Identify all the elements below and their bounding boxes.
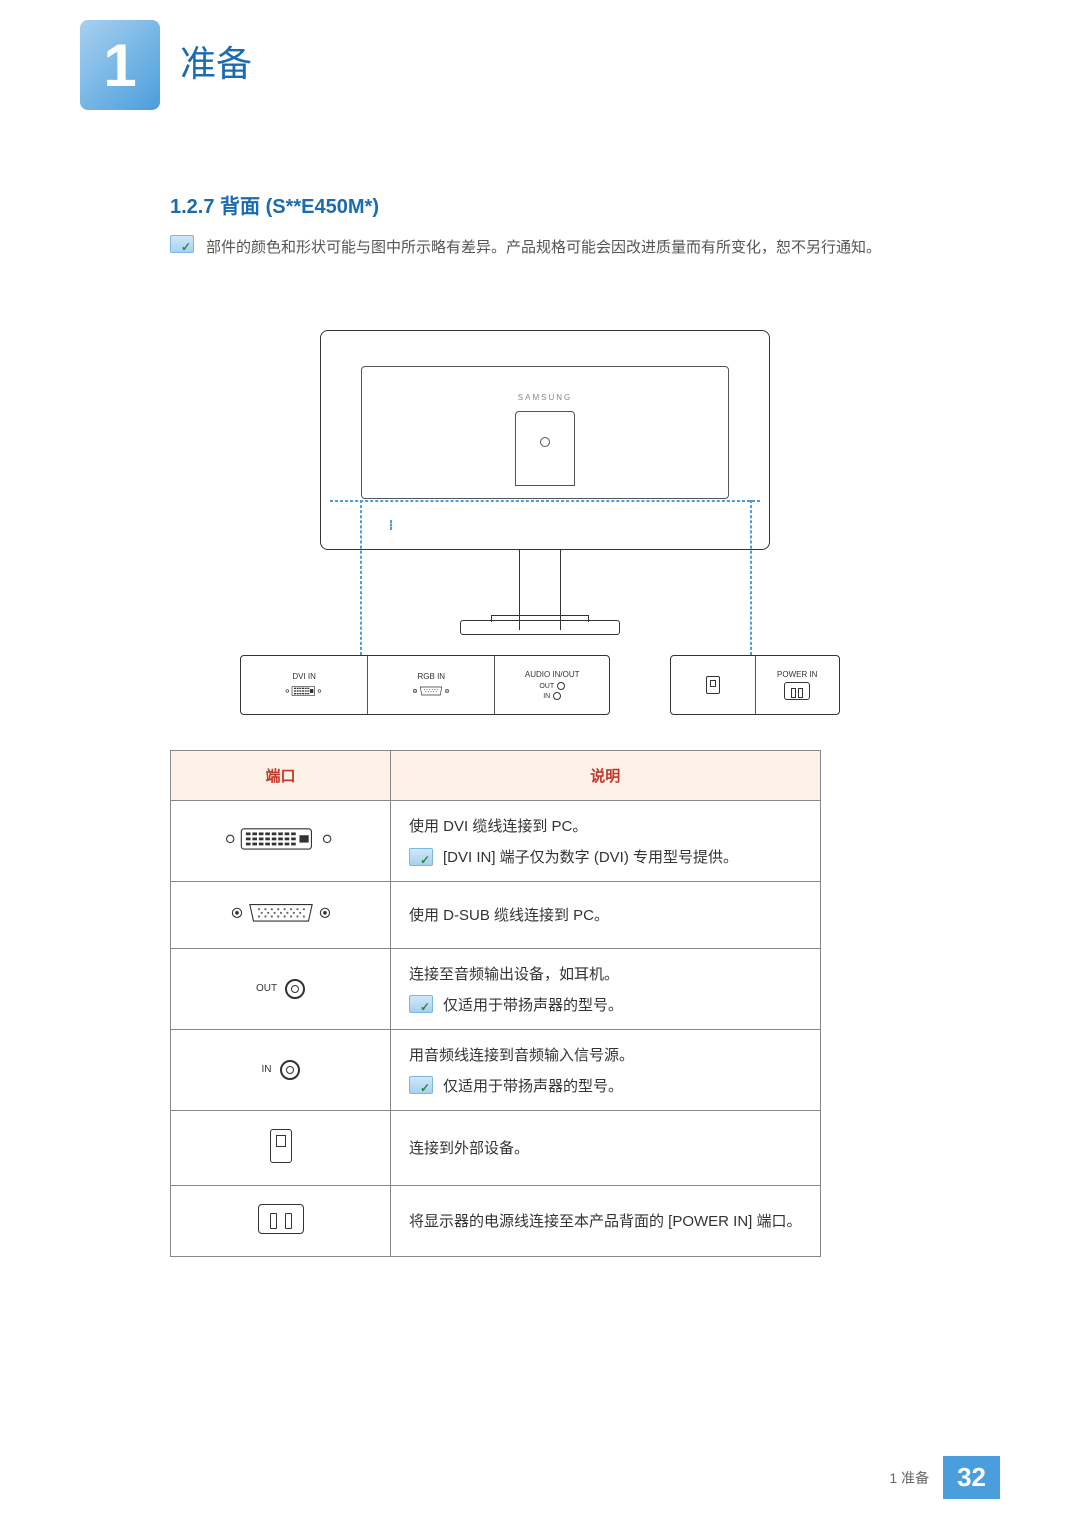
desc-text: 用音频线连接到音频输入信号源。 [409, 1044, 802, 1065]
col-desc: 说明 [391, 751, 821, 801]
chapter-number: 1 [103, 31, 136, 100]
desc-cell: 连接至音频输出设备，如耳机。 仅适用于带扬声器的型号。 [391, 948, 821, 1029]
port-panel: DVI IN RGB IN AUDIO IN/OUT OUT IN [240, 655, 610, 715]
vga-icon [226, 900, 336, 926]
desc-cell: 将显示器的电源线连接至本产品背面的 [POWER IN] 端口。 [391, 1185, 821, 1256]
power-icon [258, 1204, 304, 1234]
col-port: 端口 [171, 751, 391, 801]
desc-cell: 使用 D-SUB 缆线连接到 PC。 [391, 882, 821, 949]
power-panel: POWER IN [670, 655, 840, 715]
footer-page-number: 32 [943, 1456, 1000, 1499]
table-row: 使用 DVI 缆线连接到 PC。 [DVI IN] 端子仅为数字 (DVI) 专… [171, 801, 821, 882]
desc-text: 使用 DVI 缆线连接到 PC。 [409, 815, 802, 836]
page-footer: 1 准备 32 [889, 1456, 1000, 1499]
top-note-row: 部件的颜色和形状可能与图中所示略有差异。产品规格可能会因改进质量而有所变化，恕不… [170, 235, 980, 261]
top-note-text: 部件的颜色和形状可能与图中所示略有差异。产品规格可能会因改进质量而有所变化，恕不… [206, 235, 881, 261]
table-row: OUT 连接至音频输出设备，如耳机。 仅适用于带扬声器的型号。 [171, 948, 821, 1029]
desc-note: 仅适用于带扬声器的型号。 [443, 994, 623, 1015]
ports-table: 端口 说明 使用 DVI 缆线连接到 PC。 [DVI IN] 端子仅为数字 (… [170, 750, 821, 1257]
dvi-connector-icon [284, 684, 324, 698]
table-row: 连接到外部设备。 [171, 1110, 821, 1185]
port-audio: AUDIO IN/OUT OUT IN [494, 656, 609, 714]
desc-note: 仅适用于带扬声器的型号。 [443, 1075, 623, 1096]
desc-cell: 使用 DVI 缆线连接到 PC。 [DVI IN] 端子仅为数字 (DVI) 专… [391, 801, 821, 882]
note-icon [170, 235, 194, 253]
note-icon [409, 848, 433, 866]
icon-cell-dvi [171, 801, 391, 882]
vga-connector-icon [411, 684, 451, 698]
chapter-title: 准备 [180, 35, 252, 87]
port-power: POWER IN [756, 656, 840, 714]
desc-cell: 用音频线连接到音频输入信号源。 仅适用于带扬声器的型号。 [391, 1029, 821, 1110]
chapter-badge: 1 [80, 20, 160, 110]
audio-in-icon: IN [181, 1060, 380, 1080]
table-header-row: 端口 说明 [171, 751, 821, 801]
monitor-diagram: SAMSUNG DVI IN RGB IN AUDIO IN/OUT OUT I… [230, 320, 850, 720]
brand-label: SAMSUNG [518, 393, 572, 402]
audio-out-icon: OUT [181, 979, 380, 999]
icon-cell-power [171, 1185, 391, 1256]
table-row: IN 用音频线连接到音频输入信号源。 仅适用于带扬声器的型号。 [171, 1029, 821, 1110]
icon-cell-audio-out: OUT [171, 948, 391, 1029]
desc-text: 连接至音频输出设备，如耳机。 [409, 963, 802, 984]
usb-connector-icon [706, 676, 720, 694]
table-row: 使用 D-SUB 缆线连接到 PC。 [171, 882, 821, 949]
monitor-outline: SAMSUNG [320, 330, 770, 550]
note-icon [409, 995, 433, 1013]
icon-cell-vga [171, 882, 391, 949]
power-connector-icon [784, 682, 810, 700]
section-title: 1.2.7 背面 (S**E450M*) [170, 190, 379, 219]
desc-text: 使用 D-SUB 缆线连接到 PC。 [409, 904, 802, 925]
port-dvi: DVI IN [241, 656, 367, 714]
footer-chapter: 1 准备 [889, 1468, 929, 1488]
desc-cell: 连接到外部设备。 [391, 1110, 821, 1185]
desc-text: 连接到外部设备。 [409, 1137, 802, 1158]
icon-cell-audio-in: IN [171, 1029, 391, 1110]
desc-note: [DVI IN] 端子仅为数字 (DVI) 专用型号提供。 [443, 846, 738, 867]
dvi-icon [221, 826, 341, 852]
note-icon [409, 1076, 433, 1094]
table-row: 将显示器的电源线连接至本产品背面的 [POWER IN] 端口。 [171, 1185, 821, 1256]
usb-icon [270, 1129, 292, 1163]
icon-cell-usb [171, 1110, 391, 1185]
port-usb [671, 656, 756, 714]
port-rgb: RGB IN [367, 656, 494, 714]
desc-text: 将显示器的电源线连接至本产品背面的 [POWER IN] 端口。 [409, 1210, 802, 1231]
